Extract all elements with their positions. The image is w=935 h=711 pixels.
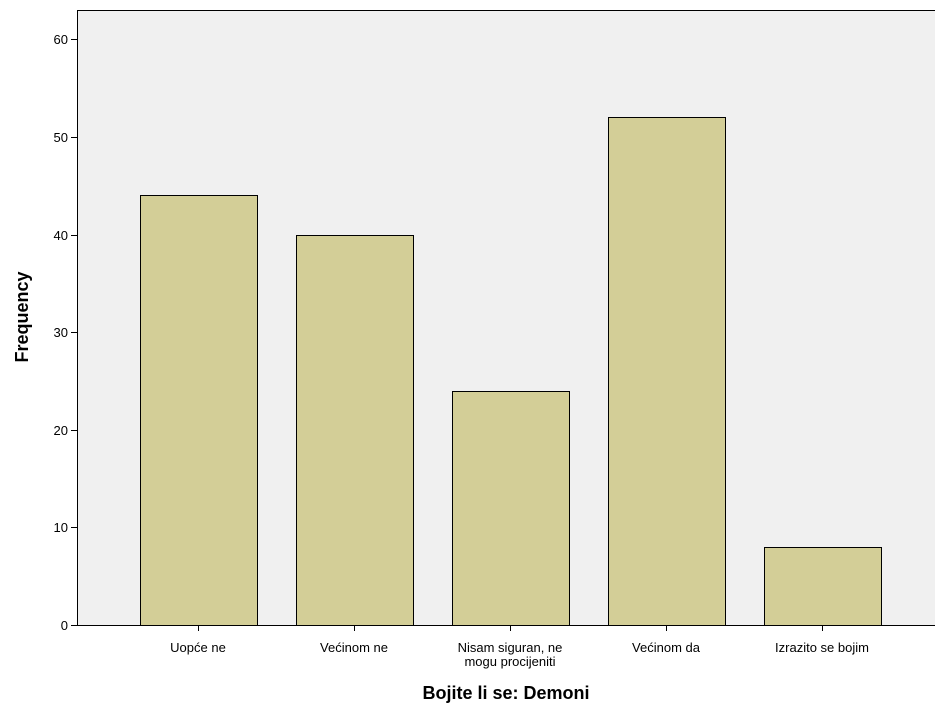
y-tick-label: 10 xyxy=(54,520,68,535)
y-tick-label: 20 xyxy=(54,423,68,438)
y-tick-label: 60 xyxy=(54,32,68,47)
x-category-label-line: mogu procijeniti xyxy=(464,654,555,669)
y-axis: 0 10 20 30 40 50 60 xyxy=(54,32,77,633)
bar xyxy=(140,195,258,626)
bar xyxy=(764,547,882,626)
y-tick-label: 40 xyxy=(54,228,68,243)
y-tick-label: 50 xyxy=(54,130,68,145)
x-category-label-line: Većinom da xyxy=(632,640,701,655)
bars xyxy=(140,117,882,626)
x-category-label: Izrazito se bojim xyxy=(775,640,869,655)
bar xyxy=(452,391,570,626)
x-category-label-line: Izrazito se bojim xyxy=(775,640,869,655)
x-category-label-line: Većinom ne xyxy=(320,640,388,655)
bar xyxy=(296,235,414,626)
x-axis-title: Bojite li se: Demoni xyxy=(422,683,589,703)
y-axis-title: Frequency xyxy=(12,271,32,362)
bar xyxy=(608,117,726,626)
x-category-label: Uopće ne xyxy=(170,640,226,655)
x-axis: Uopće ne Većinom ne Nisam siguran, ne mogu … xyxy=(170,625,869,669)
y-tick-label: 0 xyxy=(61,618,68,633)
y-tick-label: 30 xyxy=(54,325,68,340)
x-category-label-line: Uopće ne xyxy=(170,640,226,655)
x-category-label: Većinom da xyxy=(632,640,701,655)
x-category-label: Većinom ne xyxy=(320,640,388,655)
x-category-label: Nisam siguran, ne mogu procijeniti xyxy=(458,640,563,669)
x-category-label-line: Nisam siguran, ne xyxy=(458,640,563,655)
